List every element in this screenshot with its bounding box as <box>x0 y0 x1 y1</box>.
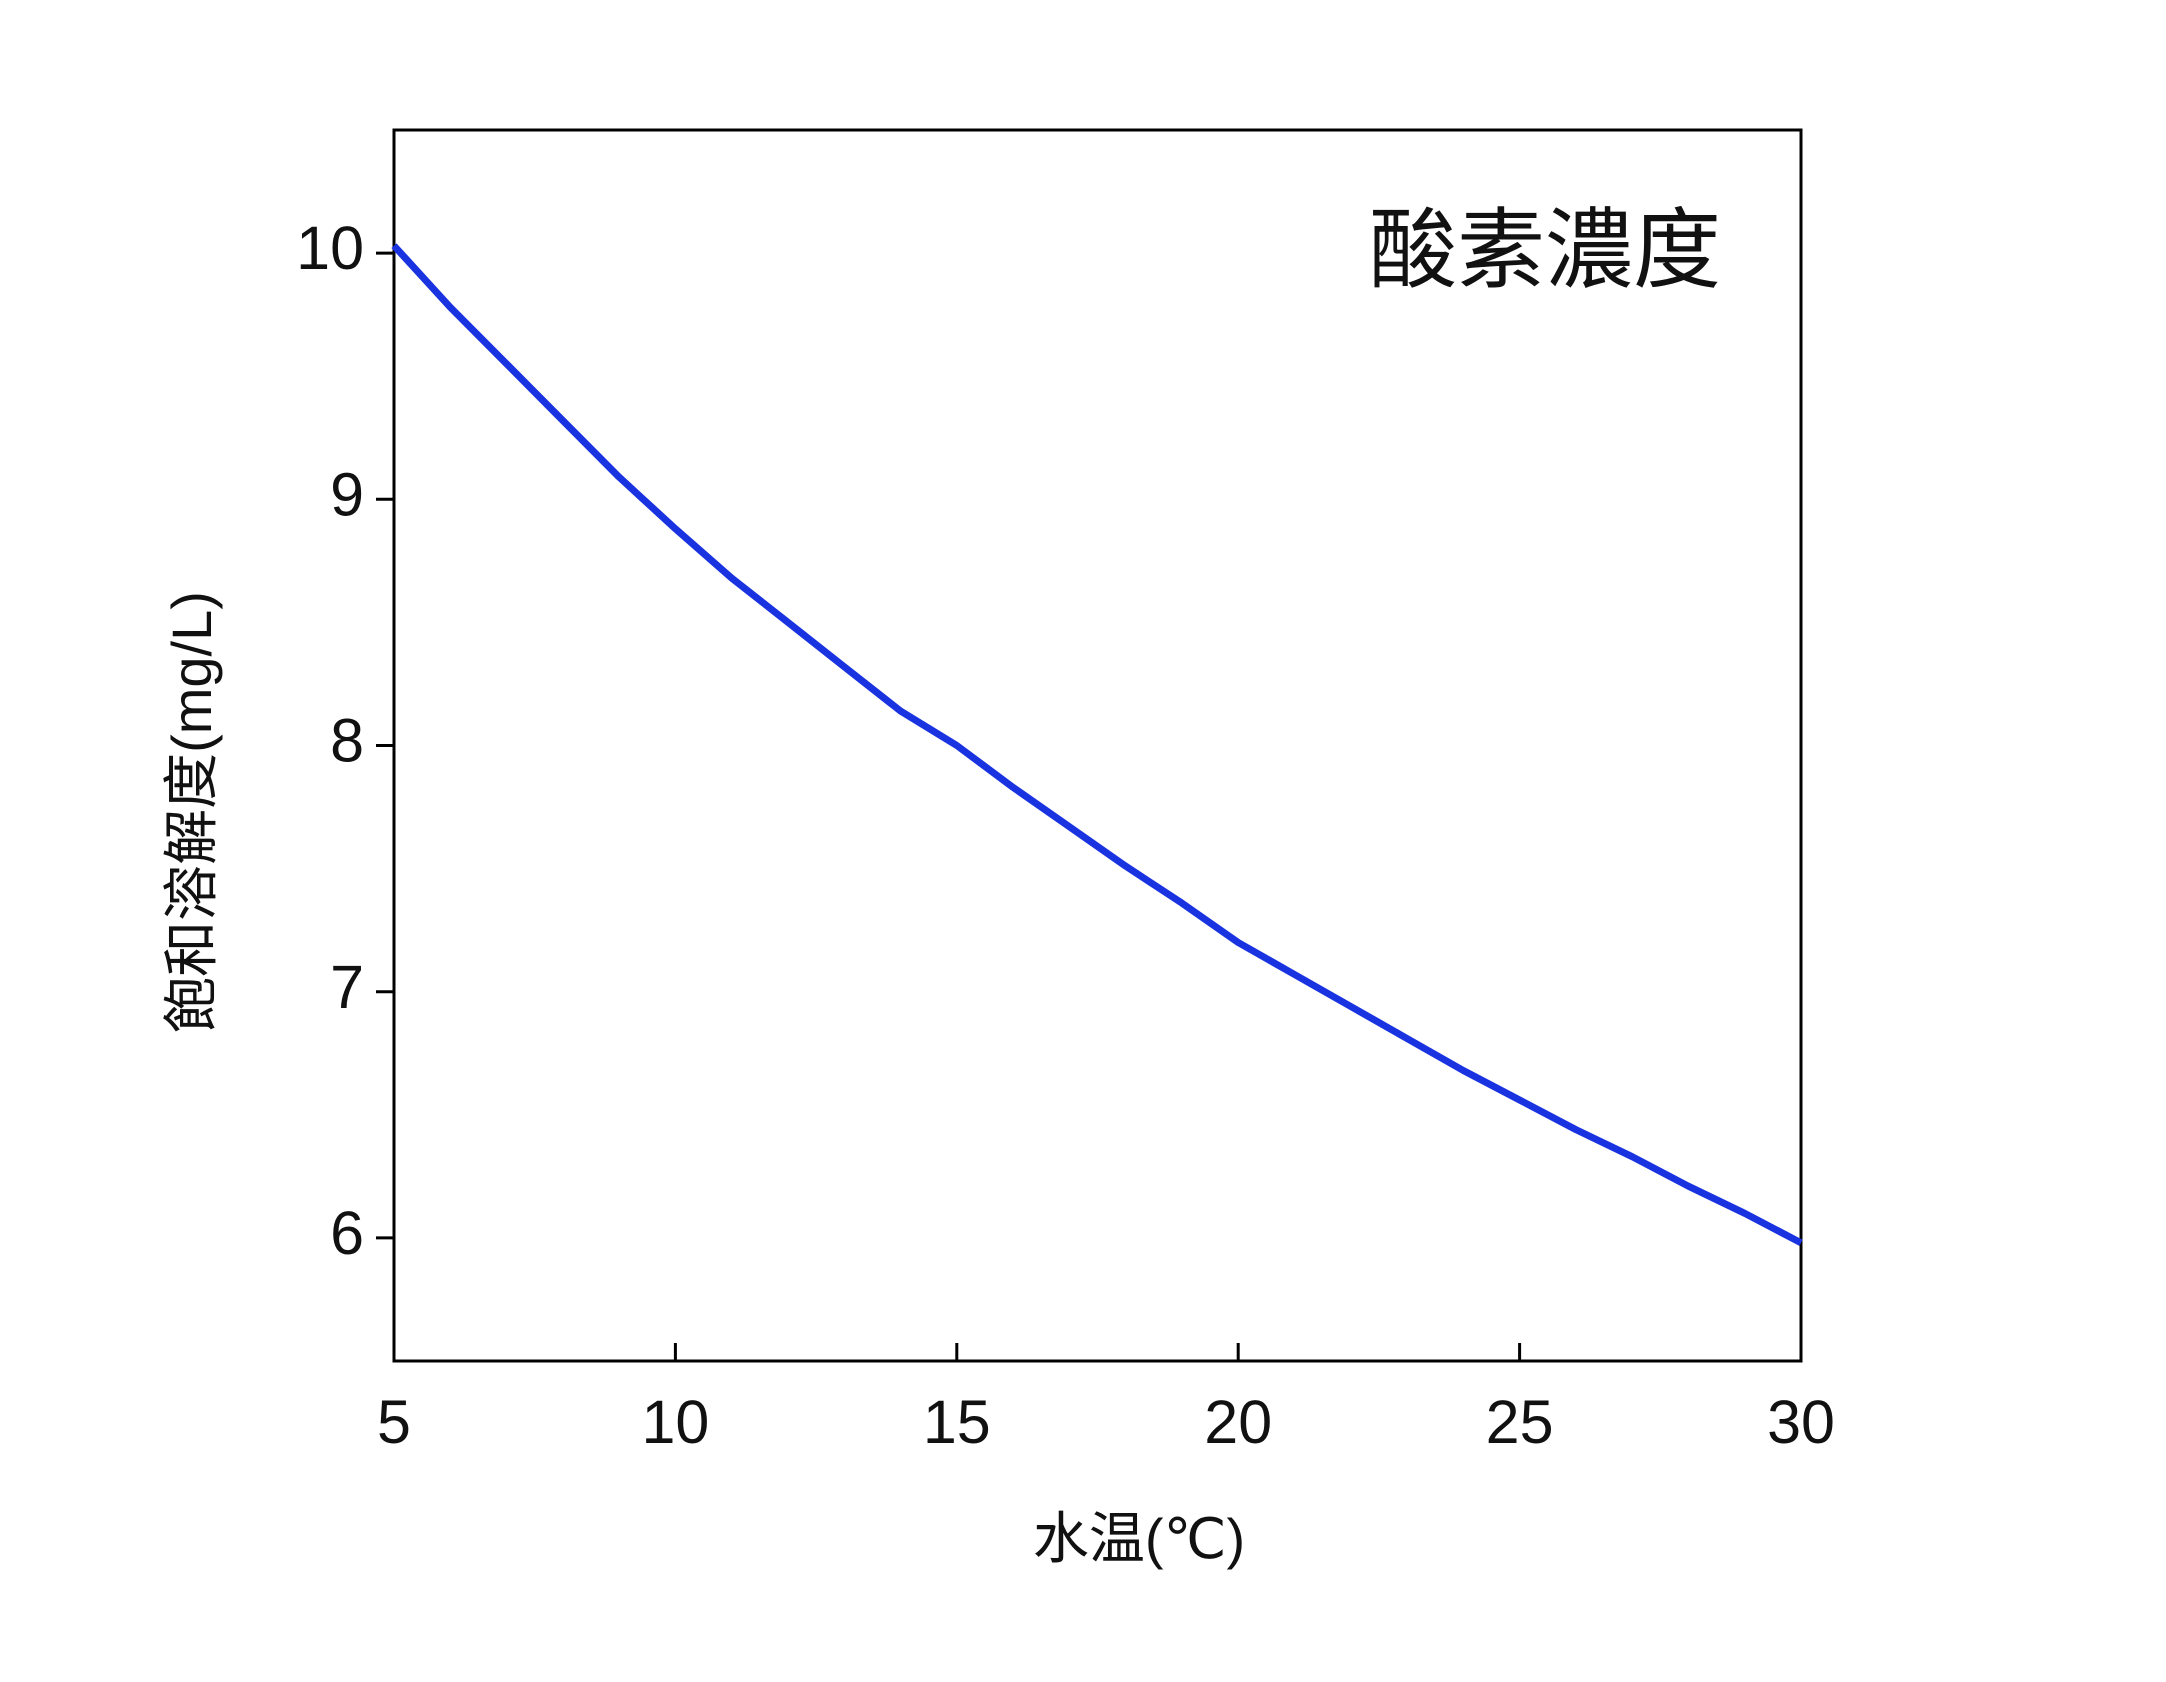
annotation: 酸素濃度 <box>1369 200 1721 299</box>
plot-frame <box>392 128 1803 1363</box>
y-tick-label: 7 <box>330 953 364 1021</box>
x-tick-label: 10 <box>641 1388 709 1456</box>
x-axis-label: 水温(℃) <box>1033 1507 1245 1570</box>
x-tick-label: 25 <box>1486 1388 1554 1456</box>
y-tick-label: 9 <box>330 460 364 528</box>
y-tick-label: 8 <box>330 707 364 775</box>
y-tick-label: 6 <box>330 1199 364 1267</box>
y-axis-label: 飽和溶解度(mg/L) <box>160 591 223 1033</box>
x-tick-label: 15 <box>923 1388 991 1456</box>
x-tick-label: 30 <box>1767 1388 1835 1456</box>
data-line <box>391 243 1803 1246</box>
y-tick-label: 10 <box>296 214 364 282</box>
x-tick-label: 5 <box>377 1388 411 1456</box>
x-tick-label: 20 <box>1204 1388 1272 1456</box>
